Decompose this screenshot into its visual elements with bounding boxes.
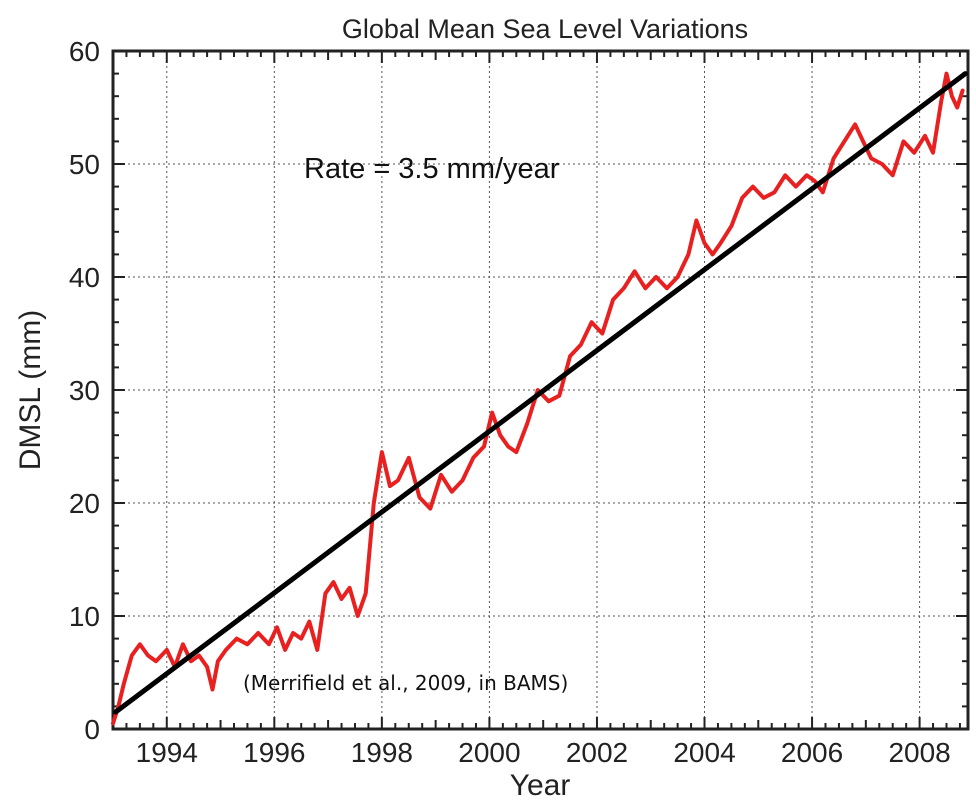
x-axis-label: Year	[510, 769, 571, 802]
y-tick-label: 50	[69, 149, 100, 180]
x-tick-label: 2008	[888, 737, 950, 768]
y-tick-labels: 0 10 20 30 40 50 60	[69, 36, 100, 745]
y-tick-label: 30	[69, 375, 100, 406]
trend-layer	[113, 71, 968, 715]
x-tick-label: 1994	[136, 737, 198, 768]
plot-frame	[111, 49, 970, 731]
source-credit: (Merrifield et al., 2009, in BAMS)	[243, 671, 568, 695]
x-tick-labels: 1994 1996 1998 2000 2002 2004 2006 2008	[136, 737, 951, 768]
x-tick-label: 1996	[243, 737, 305, 768]
x-tick-label: 2006	[781, 737, 843, 768]
trend-line	[113, 71, 968, 715]
y-tick-label: 60	[69, 36, 100, 67]
chart-title: Global Mean Sea Level Variations	[342, 14, 748, 44]
x-tick-label: 1998	[351, 737, 413, 768]
y-axis-label: DMSL (mm)	[14, 310, 47, 471]
x-tick-label: 2002	[566, 737, 628, 768]
y-tick-label: 20	[69, 488, 100, 519]
x-tick-label: 2000	[458, 737, 520, 768]
x-tick-label: 2004	[673, 737, 735, 768]
y-tick-label: 40	[69, 262, 100, 293]
y-tick-label: 10	[69, 601, 100, 632]
grid-layer	[113, 51, 968, 729]
rate-annotation: Rate = 3.5 mm/year	[304, 153, 560, 185]
y-tick-label: 0	[84, 714, 100, 745]
